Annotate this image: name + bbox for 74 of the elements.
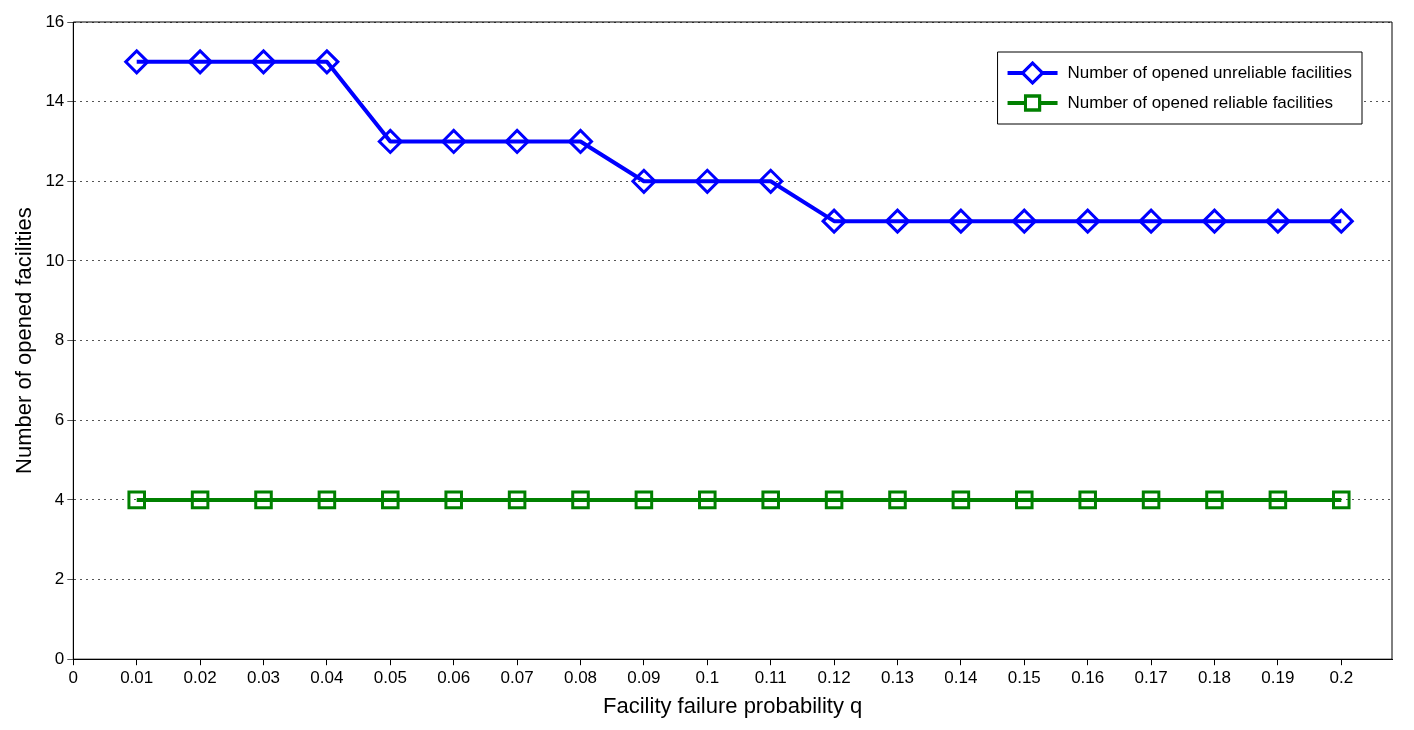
x-tick-label: 0.13 (880, 668, 915, 688)
point (821, 208, 847, 234)
point (948, 208, 974, 234)
x-tick-label: 0.08 (563, 668, 598, 688)
point (1332, 490, 1351, 510)
x-tick-label: 0.07 (500, 668, 534, 688)
point (694, 168, 720, 194)
x-tick-label: 0.06 (437, 668, 471, 688)
x-tick-label: 0 (68, 668, 79, 688)
x-tick-label: 0.09 (627, 668, 661, 688)
point (314, 49, 340, 75)
x-tick-label: 0.01 (120, 668, 154, 688)
point (1328, 208, 1354, 234)
x-tick-label: 0.19 (1261, 668, 1295, 688)
point (444, 490, 463, 510)
point (571, 490, 590, 510)
point (127, 490, 146, 510)
point (1138, 208, 1164, 234)
point (187, 49, 213, 75)
point (124, 49, 150, 75)
x-tick-label: 0.1 (695, 668, 720, 688)
point (568, 128, 593, 154)
y-tick-label: 14 (45, 91, 65, 111)
x-tick-label: 0.05 (373, 668, 407, 688)
legend-label: Number of opened unreliable facilities (1067, 62, 1353, 82)
point (951, 490, 971, 510)
point (1141, 490, 1161, 510)
x-tick-label: 0.14 (944, 668, 978, 688)
point (1201, 208, 1227, 234)
y-axis-title: Number of opened facilities (11, 207, 37, 474)
point (190, 490, 210, 510)
y-tick-label: 0 (54, 648, 65, 668)
point (251, 49, 277, 75)
y-tick-label: 8 (54, 330, 65, 350)
point (317, 490, 337, 510)
point (1078, 490, 1097, 510)
point (1011, 208, 1037, 234)
y-tick-label: 16 (45, 11, 65, 31)
x-tick-label: 0.03 (246, 668, 281, 688)
point (884, 208, 910, 234)
x-tick-label: 0.15 (1007, 668, 1041, 688)
point (507, 490, 527, 510)
x-tick-label: 0.11 (754, 668, 787, 688)
point (824, 490, 844, 510)
y-tick-label: 4 (54, 489, 65, 509)
point (504, 128, 530, 154)
point (381, 490, 400, 510)
y-tick-label: 10 (45, 250, 65, 270)
x-tick-label: 0.2 (1329, 668, 1354, 688)
y-tick-label: 12 (45, 170, 65, 190)
point (698, 490, 717, 510)
point (254, 490, 273, 510)
x-tick-label: 0.02 (183, 668, 217, 688)
x-tick-label: 0.17 (1134, 668, 1168, 688)
point (441, 128, 467, 154)
point (888, 490, 907, 510)
point (1075, 208, 1101, 234)
y-tick-label: 6 (54, 409, 65, 429)
x-tick-label: 0.04 (310, 668, 344, 688)
point (761, 490, 780, 510)
point (1015, 490, 1034, 510)
point (758, 168, 784, 194)
y-tick-label: 2 (54, 569, 65, 589)
point (377, 128, 403, 154)
point (634, 490, 654, 510)
point (631, 168, 657, 194)
x-tick-label: 0.18 (1197, 668, 1232, 688)
point (1268, 490, 1288, 510)
point (1205, 490, 1224, 510)
legend-label: Number of opened reliable facilities (1067, 92, 1334, 112)
x-axis-title: Facility failure probability q (603, 692, 863, 718)
point (1265, 208, 1291, 234)
x-tick-label: 0.16 (1071, 668, 1105, 688)
x-tick-label: 0.12 (817, 668, 851, 688)
